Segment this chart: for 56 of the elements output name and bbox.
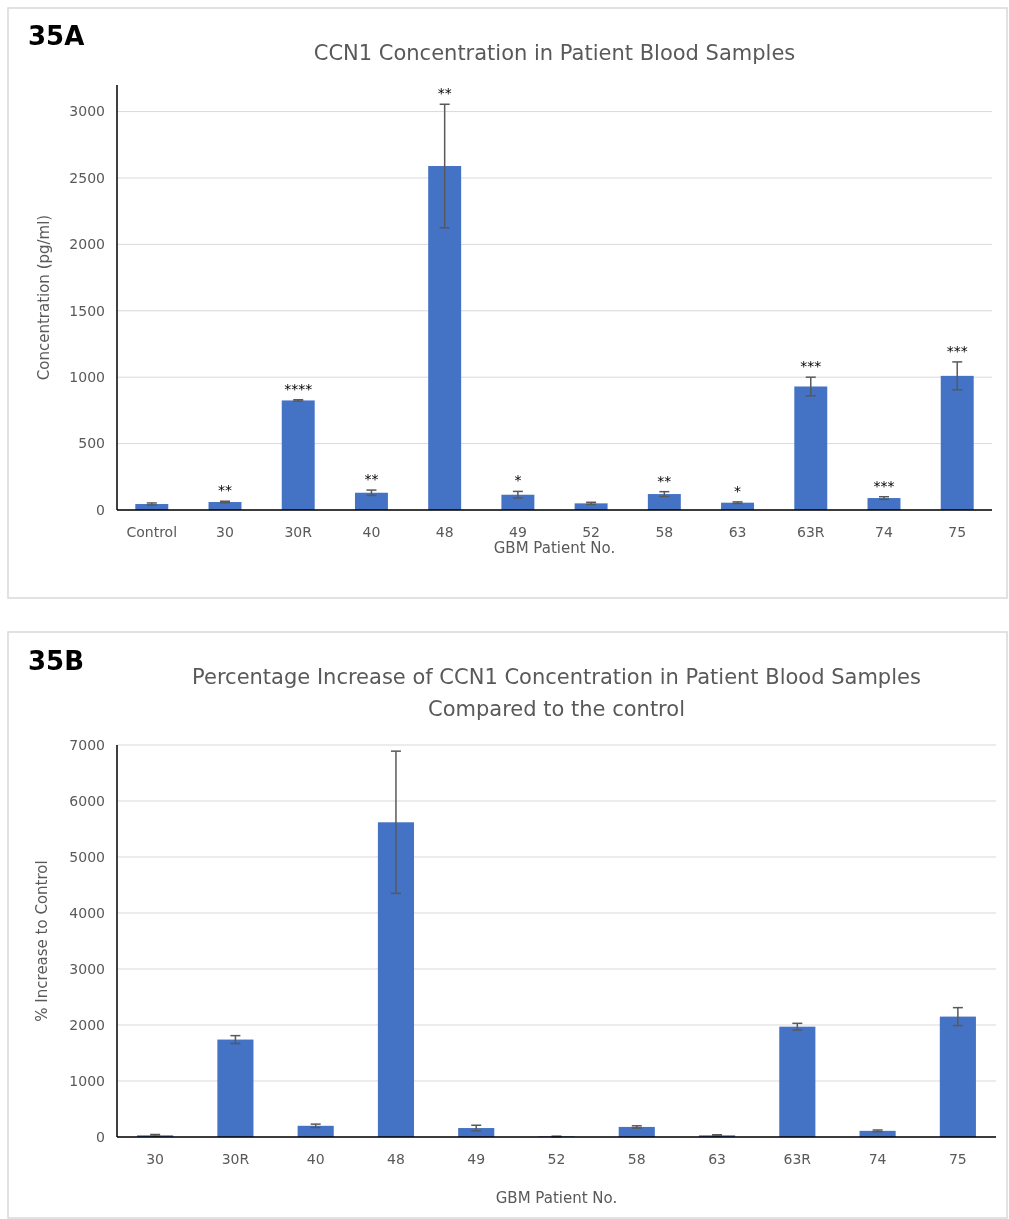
x-tick-label: 52 [547, 1151, 566, 1167]
x-tick-label: 63R [797, 524, 825, 540]
annotation: * [514, 472, 522, 489]
x-tick-label: 30R [221, 1151, 250, 1167]
x-tick-label: 58 [627, 1151, 646, 1167]
y-tick-label: 1000 [69, 1072, 105, 1089]
annotation: *** [800, 358, 822, 375]
chart-title: Percentage Increase of CCN1 Concentration in Patient Blood Samples Compared to the control [192, 665, 921, 721]
x-tick-label: 75 [948, 524, 967, 540]
y-tick-label: 4000 [69, 904, 105, 921]
text: 35B [28, 646, 84, 676]
x-axis-title: GBM Patient No. [495, 1189, 618, 1207]
y-tick-label: 1000 [69, 369, 105, 386]
y-tick-label: 500 [78, 435, 105, 452]
x-tick-label: 30R [284, 524, 313, 540]
annotation: ** [218, 482, 232, 499]
annotation: * [734, 482, 742, 499]
annotation: ** [657, 472, 672, 489]
y-tick-label: 1500 [69, 302, 105, 319]
x-tick-label: 75 [948, 1151, 967, 1167]
annotation: **** [284, 380, 313, 397]
y-tick-label: 5000 [69, 848, 105, 865]
x-tick-label: 30 [216, 524, 234, 540]
text: 35A [28, 21, 85, 51]
x-axis-title: GBM Patient No. [493, 539, 616, 557]
y-tick-label: 0 [96, 1128, 105, 1145]
y-tick-label: 3000 [69, 960, 105, 977]
y-axis-title: % Increase to Control [33, 860, 52, 1022]
x-tick-label: 48 [387, 1151, 405, 1167]
x-tick-label: 63 [728, 524, 747, 540]
x-tick-label: 40 [362, 524, 381, 540]
y-tick-label: 2500 [69, 169, 105, 186]
chart-title: CCN1 Concentration in Patient Blood Samples [313, 41, 796, 65]
annotation: ** [437, 85, 452, 102]
x-tick-label: 52 [582, 524, 601, 540]
x-tick-label: 63R [783, 1151, 812, 1167]
x-tick-label: 63 [708, 1151, 726, 1167]
annotation: *** [946, 342, 968, 359]
x-tick-label: 74 [875, 524, 893, 540]
y-tick-label: 2000 [69, 236, 105, 253]
x-tick-label: Control [126, 524, 178, 540]
x-tick-label: 58 [655, 524, 674, 540]
x-tick-label: 74 [868, 1151, 887, 1167]
y-tick-label: 6000 [69, 792, 105, 809]
x-tick-label: 49 [467, 1151, 486, 1167]
y-tick-label: 3000 [69, 103, 105, 120]
y-tick-label: 0 [96, 501, 105, 518]
x-tick-label: 40 [306, 1151, 325, 1167]
y-axis-title: Concentration (pg/ml) [35, 214, 54, 381]
x-tick-label: 48 [435, 524, 454, 540]
annotation: ** [364, 471, 379, 488]
x-tick-label: 49 [508, 524, 527, 540]
y-tick-label: 7000 [69, 736, 105, 753]
y-tick-label: 2000 [69, 1016, 105, 1033]
x-tick-label: 30 [146, 1151, 165, 1167]
annotation: *** [873, 477, 895, 494]
